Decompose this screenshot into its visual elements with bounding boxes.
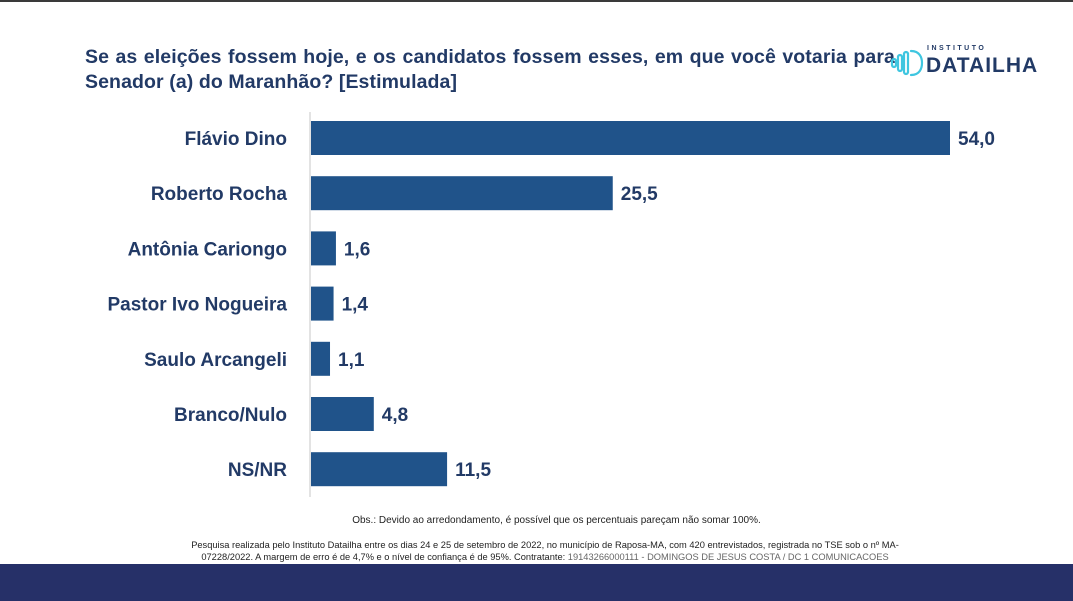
bar (311, 121, 950, 155)
logo-small-text: INSTITUTO (927, 45, 987, 52)
methodology-line-1: Pesquisa realizada pelo Instituto Datail… (191, 540, 899, 550)
value-label: 11,5 (455, 460, 491, 481)
methodology-note: Pesquisa realizada pelo Instituto Datail… (100, 539, 990, 563)
category-label: Saulo Arcangeli (144, 350, 287, 371)
bar-row: Flávio Dino 54,0 (185, 121, 995, 155)
bar (311, 231, 336, 266)
bar (311, 286, 334, 321)
category-label: Antônia Cariongo (128, 239, 287, 260)
bar (311, 397, 374, 431)
value-label: 1,4 (342, 295, 369, 316)
rounding-note: Obs.: Devido ao arredondamento, é possív… (352, 515, 761, 526)
bar (311, 452, 448, 487)
datailha-logo: INSTITUTO DATAILHA (890, 44, 1050, 80)
sound-wave-d-icon (890, 49, 924, 77)
bar (311, 176, 613, 211)
chart-title: Se as eleições fossem hoje, e os candida… (85, 46, 895, 93)
methodology-line-2: 07228/2022. A margem de erro é de 4,7% e… (201, 552, 568, 562)
category-label: Branco/Nulo (174, 405, 287, 426)
logo-big-text: DATAILHA (926, 54, 1039, 77)
category-label: Flávio Dino (185, 129, 287, 150)
bar-row: Branco/Nulo 4,8 (174, 397, 408, 431)
category-label: NS/NR (228, 460, 287, 481)
value-label: 4,8 (382, 405, 408, 426)
bar (311, 341, 331, 376)
footer-bar (0, 564, 1073, 601)
bar-row: Pastor Ivo Nogueira 1,4 (108, 286, 369, 321)
bar-row: NS/NR 11,5 (228, 452, 491, 487)
top-border (0, 0, 1073, 2)
bar-row: Saulo Arcangeli 1,1 (144, 341, 365, 376)
contractor-text: 19143266000111 - DOMINGOS DE JESUS COSTA… (567, 552, 889, 562)
bar-row: Roberto Rocha 25,5 (151, 176, 658, 211)
value-label: 1,6 (344, 239, 370, 260)
category-label: Pastor Ivo Nogueira (108, 295, 288, 316)
bar-chart: Flávio Dino 54,0 Roberto Rocha 25,5 Antônia … (108, 112, 995, 497)
bar-row: Antônia Cariongo 1,6 (128, 231, 370, 266)
value-label: 54,0 (958, 129, 995, 150)
value-label: 25,5 (621, 184, 658, 205)
category-label: Roberto Rocha (151, 184, 288, 205)
value-label: 1,1 (338, 350, 365, 371)
